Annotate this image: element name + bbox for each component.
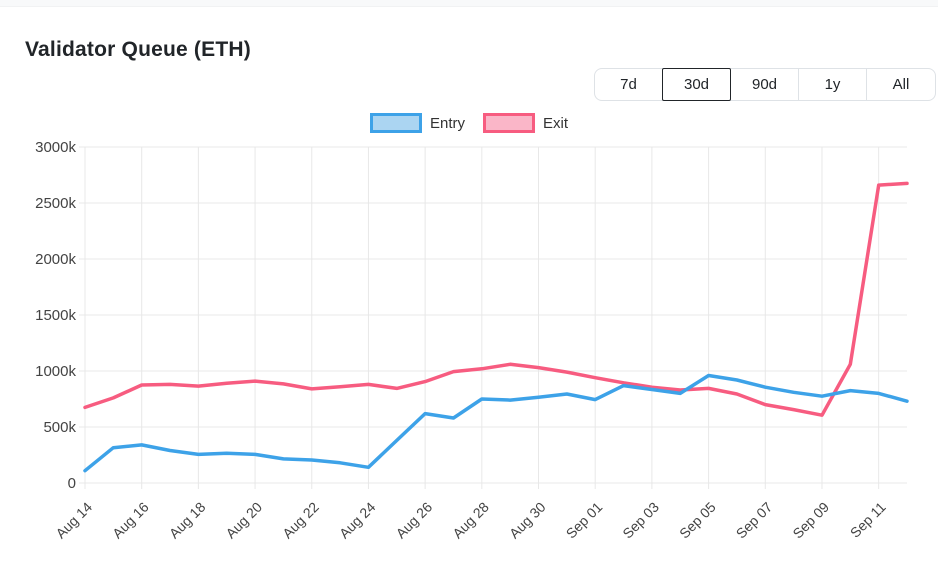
entry-line [83,373,909,473]
exit-line [83,181,909,417]
y-axis-labels: 0 500k 1000k 1500k 2000k 2500k 3000k [35,139,76,492]
range-button-all[interactable]: All [867,69,935,100]
x-tick-label: Sep 11 [847,499,889,541]
page-title: Validator Queue (ETH) [25,38,251,62]
y-tick-label: 1500k [35,307,76,324]
legend-label: Exit [543,114,569,132]
chart-series [83,181,909,473]
y-tick-label: 2000k [35,251,76,268]
x-tick-label: Aug 24 [336,499,379,542]
y-tick-label: 500k [43,419,76,436]
range-selector: 7d 30d 90d 1y All [594,68,936,101]
y-tick-label: 2500k [35,195,76,212]
chart-grid [79,146,907,489]
x-tick-label: Aug 26 [393,499,436,542]
top-divider [0,0,938,7]
y-tick-label: 1000k [35,363,76,380]
x-tick-label: Sep 03 [619,499,662,542]
legend-item-exit[interactable]: Exit [483,113,568,133]
x-tick-label: Aug 30 [506,499,549,542]
x-tick-label: Aug 14 [52,499,95,542]
x-tick-label: Sep 07 [733,499,776,542]
x-tick-label: Aug 22 [279,499,322,542]
legend-item-entry[interactable]: Entry [369,113,465,133]
x-tick-label: Sep 09 [789,499,832,542]
exit-legend-swatch-icon [483,113,535,133]
x-tick-label: Aug 20 [222,499,265,542]
range-button-90d[interactable]: 90d [731,69,799,100]
x-tick-label: Sep 05 [676,499,719,542]
x-tick-label: Sep 01 [563,499,606,542]
chart-legend: Entry Exit [0,113,938,133]
x-tick-label: Aug 18 [166,499,209,542]
entry-legend-swatch-icon [369,113,422,133]
range-button-1y[interactable]: 1y [799,69,867,100]
x-axis-labels: Aug 14 Aug 16 Aug 18 Aug 20 Aug 22 Aug 24 Aug … [52,499,888,542]
y-tick-label: 3000k [35,139,76,156]
legend-label: Entry [429,114,465,132]
x-tick-label: Aug 28 [449,499,492,542]
y-tick-label: 0 [68,475,76,492]
x-tick-label: Aug 16 [109,499,152,542]
